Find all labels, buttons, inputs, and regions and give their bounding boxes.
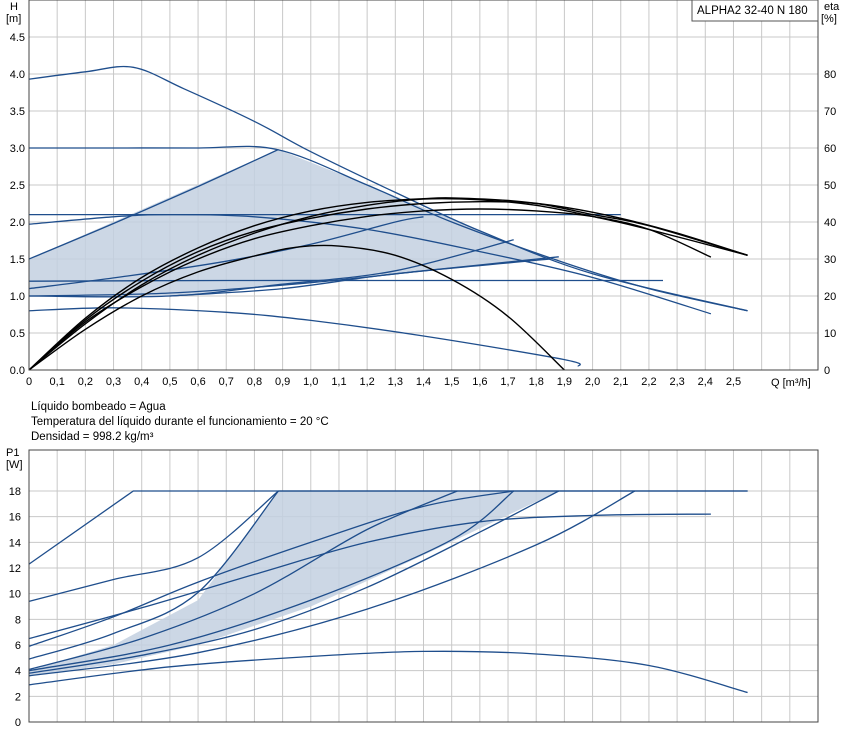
efficiency-curve (28, 200, 748, 371)
y-tick-label: 2.0 (10, 217, 25, 229)
x-tick-label: 0,4 (134, 376, 149, 388)
x-tick-label: 2,5 (726, 376, 741, 388)
y2-tick-label: 0 (824, 365, 830, 377)
head-curve (28, 65, 748, 312)
power-curve (28, 650, 748, 694)
y-tick-label: 3.5 (10, 106, 25, 118)
x-tick-label: 0,6 (190, 376, 205, 388)
x-tick-label: 1,5 (444, 376, 459, 388)
x-tick-label: 0,2 (78, 376, 93, 388)
efficiency-curve (28, 197, 748, 371)
x-tick-label: 1,9 (557, 376, 572, 388)
x-tick-label: 2,2 (641, 376, 656, 388)
head-chart-x-tick-labels: 0 0,1 0,2 0,3 0,4 0,5 0,6 0,7 0,8 0,9 1,0 1,1 1,2 1,3… (26, 376, 741, 388)
y-tick-label: 2.5 (10, 180, 25, 192)
power-axis-label-unit: [W] (6, 459, 23, 471)
y-tick-label: 3.0 (10, 143, 25, 155)
power-chart-y-tick-labels: 0 2 4 6 8 10 12 14 16 18 (9, 486, 21, 729)
x-tick-label: 1,3 (388, 376, 403, 388)
model-title: ALPHA2 32-40 N 180 (697, 5, 808, 17)
head-curve (28, 239, 514, 298)
x-tick-label: 0,3 (106, 376, 121, 388)
y2-tick-label: 30 (824, 254, 836, 266)
power-y-tick-label: 8 (15, 614, 21, 626)
flow-axis-label: Q [m³/h] (771, 377, 811, 389)
model-title-box (691, 0, 819, 22)
y-tick-label: 1.5 (10, 254, 25, 266)
x-tick-label: 1,7 (500, 376, 515, 388)
power-axis-label-name: P1 (6, 447, 19, 459)
y2-tick-label: 80 (824, 69, 836, 81)
x-tick-label: 0,9 (275, 376, 290, 388)
power-chart-operating-area (29, 491, 559, 676)
power-y-tick-label: 16 (9, 512, 21, 524)
head-curve (29, 145, 748, 312)
y-tick-label: 4.0 (10, 69, 25, 81)
x-tick-label: 1,1 (331, 376, 346, 388)
y-tick-label: 1.0 (10, 291, 25, 303)
power-y-tick-label: 0 (15, 717, 21, 729)
efficiency-curve (28, 197, 748, 371)
x-tick-label: 0,5 (162, 376, 177, 388)
y-tick-label: 4.5 (10, 32, 25, 44)
x-tick-label: 1,0 (303, 376, 318, 388)
y2-tick-label: 10 (824, 328, 836, 340)
power-chart-curves (28, 490, 748, 694)
head-chart-y2-tick-labels: 0 10 20 30 40 50 60 70 80 (824, 69, 836, 377)
x-tick-label: 2,0 (585, 376, 600, 388)
x-tick-label: 1,8 (529, 376, 544, 388)
efficiency-curve (28, 244, 565, 371)
x-tick-label: 2,4 (698, 376, 713, 388)
power-curve (28, 490, 515, 672)
x-tick-label: 0,7 (219, 376, 234, 388)
y2-tick-label: 20 (824, 291, 836, 303)
head-curve (28, 213, 712, 315)
x-tick-label: 0 (26, 376, 32, 388)
y-tick-label: 0.0 (10, 365, 25, 377)
power-y-tick-label: 6 (15, 640, 21, 652)
head-curve (169, 258, 551, 297)
power-y-tick-label: 2 (15, 691, 21, 703)
head-axis-label-unit: [m] (6, 13, 21, 25)
x-tick-label: 0,8 (247, 376, 262, 388)
x-tick-label: 2,1 (613, 376, 628, 388)
power-y-tick-label: 12 (9, 563, 21, 575)
x-tick-label: 0,1 (50, 376, 65, 388)
head-curve (28, 307, 581, 367)
y2-tick-label: 70 (824, 106, 836, 118)
head-chart-y-tick-labels: 0.0 0.5 1.0 1.5 2.0 2.5 3.0 3.5 4.0 4.5 (10, 32, 25, 377)
info-density: Densidad = 998.2 kg/m³ (31, 431, 154, 443)
power-y-tick-label: 14 (9, 537, 21, 549)
eta-axis-label-name: eta (824, 1, 840, 13)
power-curve (28, 490, 636, 677)
power-y-tick-label: 10 (9, 589, 21, 601)
x-tick-label: 1,6 (472, 376, 487, 388)
eta-axis-label-unit: [%] (821, 13, 837, 25)
power-chart-frame (28, 449, 819, 723)
power-y-tick-label: 4 (15, 666, 21, 678)
y2-tick-label: 40 (824, 217, 836, 229)
y-tick-label: 0.5 (10, 328, 25, 340)
info-liquid: Líquido bombeado = Agua (31, 401, 166, 413)
head-curve (28, 148, 279, 260)
head-curve (28, 279, 663, 282)
head-chart-curves (28, 65, 748, 371)
info-temperature: Temperatura del líquido durante el funci… (31, 416, 329, 428)
power-curve (28, 490, 279, 660)
head-axis-label-name: H (10, 1, 18, 13)
power-y-tick-label: 18 (9, 486, 21, 498)
power-curve (28, 490, 514, 647)
power-curve (28, 490, 560, 674)
head-chart-grid (28, 0, 819, 371)
power-operating-area-fill (29, 491, 559, 676)
y2-tick-label: 50 (824, 180, 836, 192)
power-curve (28, 490, 458, 671)
x-tick-label: 2,3 (669, 376, 684, 388)
head-chart-frame (28, 0, 819, 371)
x-tick-label: 1,4 (416, 376, 431, 388)
x-tick-label: 1,2 (359, 376, 374, 388)
y2-tick-label: 60 (824, 143, 836, 155)
power-curve (28, 490, 279, 603)
